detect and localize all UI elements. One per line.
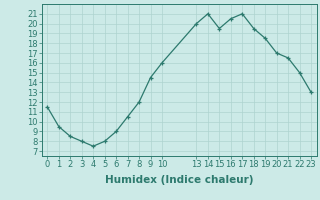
X-axis label: Humidex (Indice chaleur): Humidex (Indice chaleur)	[105, 175, 253, 185]
